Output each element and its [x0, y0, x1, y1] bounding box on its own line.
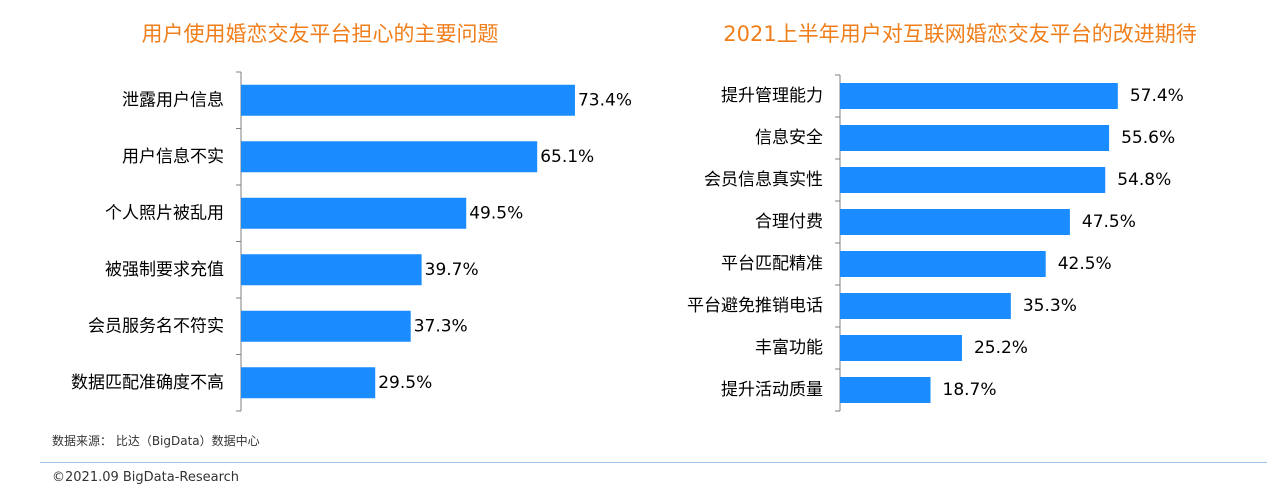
bar	[840, 293, 1011, 319]
bar	[840, 377, 931, 403]
bar	[840, 335, 962, 361]
value-label: 54.8%	[1117, 170, 1171, 190]
value-label: 55.6%	[1121, 128, 1175, 148]
category-label: 提升活动质量	[721, 380, 823, 400]
category-label: 丰富功能	[755, 338, 823, 358]
category-label: 平台避免推销电话	[687, 296, 823, 316]
bar	[840, 125, 1110, 151]
category-label: 泄露用户信息	[122, 90, 224, 110]
value-label: 65.1%	[540, 147, 594, 167]
bar	[840, 209, 1070, 235]
value-label: 35.3%	[1023, 296, 1077, 316]
category-label: 会员信息真实性	[704, 170, 823, 190]
category-label: 用户信息不实	[122, 147, 224, 167]
category-label: 被强制要求充值	[105, 260, 224, 280]
bar	[241, 197, 467, 229]
footer-divider	[40, 462, 1267, 463]
value-label: 37.3%	[414, 316, 468, 336]
bar	[241, 367, 376, 399]
bar	[840, 167, 1106, 193]
copyright-text: ©2021.09 BigData-Research	[52, 470, 240, 485]
value-label: 73.4%	[578, 90, 632, 110]
right-chart-title: 2021上半年用户对互联网婚恋交友平台的改进期待	[723, 22, 1197, 46]
value-label: 57.4%	[1130, 86, 1184, 106]
bar	[241, 141, 538, 173]
category-label: 个人照片被乱用	[105, 203, 224, 223]
category-label: 合理付费	[755, 212, 823, 232]
value-label: 25.2%	[974, 338, 1028, 358]
category-label: 平台匹配精准	[721, 254, 823, 274]
value-label: 39.7%	[425, 260, 479, 280]
category-label: 信息安全	[755, 128, 823, 148]
category-label: 数据匹配准确度不高	[71, 373, 224, 393]
left-chart-title: 用户使用婚恋交友平台担心的主要问题	[141, 22, 499, 46]
category-label: 提升管理能力	[721, 86, 823, 106]
value-label: 18.7%	[943, 380, 997, 400]
bar	[241, 310, 411, 342]
value-label: 49.5%	[469, 203, 523, 223]
value-label: 42.5%	[1058, 254, 1112, 274]
value-label: 29.5%	[378, 373, 432, 393]
bar	[840, 83, 1118, 109]
value-label: 47.5%	[1082, 212, 1136, 232]
bar	[840, 251, 1046, 277]
category-label: 会员服务名不符实	[88, 316, 224, 336]
data-source-note: 数据来源： 比达（BigData）数据中心	[52, 434, 260, 448]
bar	[241, 84, 575, 116]
bar	[241, 254, 422, 286]
